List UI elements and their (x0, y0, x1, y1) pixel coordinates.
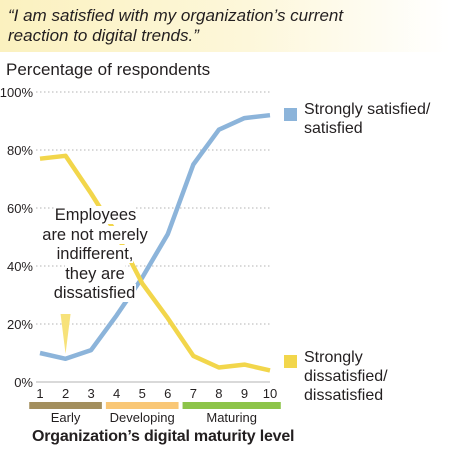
quote-text: “I am satisfied with my organization’s c… (8, 6, 344, 45)
phase-bar-early (29, 402, 102, 409)
y-tick-label: 20% (7, 317, 33, 332)
quote-banner: “I am satisfied with my organization’s c… (0, 0, 450, 52)
y-tick-label: 40% (7, 259, 33, 274)
legend-dissatisfied: Strongly dissatisfied/ dissatisfied (304, 349, 388, 404)
x-tick-label: 7 (190, 386, 197, 401)
y-axis-title: Percentage of respondents (6, 60, 211, 79)
x-tick-label: 10 (263, 386, 277, 401)
x-axis-title: Organization’s digital maturity level (32, 428, 295, 445)
x-tick-label: 2 (62, 386, 69, 401)
x-tick-label: 4 (113, 386, 120, 401)
line-satisfied (39, 112, 271, 362)
legend-swatch-satisfied (284, 108, 297, 121)
legend-satisfied: Strongly satisfied/ satisfied (304, 101, 431, 137)
phase-label-early: Early (50, 410, 81, 425)
line-dissatisfied (39, 153, 271, 373)
phase-bar-maturing (182, 402, 281, 409)
x-tick-label: 6 (164, 386, 171, 401)
phase-label-developing: Developing (109, 410, 175, 425)
y-tick-label: 80% (7, 143, 33, 158)
phase-label-maturing: Maturing (206, 410, 257, 425)
annotation-pointer (60, 314, 71, 354)
x-tick-label: 5 (139, 386, 146, 401)
annotation-text: Employees are not merely indifferent, th… (42, 206, 148, 302)
x-tick-label: 9 (241, 386, 248, 401)
phase-bar-developing (105, 402, 179, 409)
x-tick-label: 3 (87, 386, 94, 401)
legend-swatch-dissatisfied (284, 355, 297, 368)
y-tick-label: 0% (14, 375, 33, 390)
y-tick-label: 60% (7, 201, 33, 216)
x-tick-label: 8 (215, 386, 222, 401)
x-tick-label: 1 (36, 386, 43, 401)
y-tick-label: 100% (0, 85, 33, 100)
